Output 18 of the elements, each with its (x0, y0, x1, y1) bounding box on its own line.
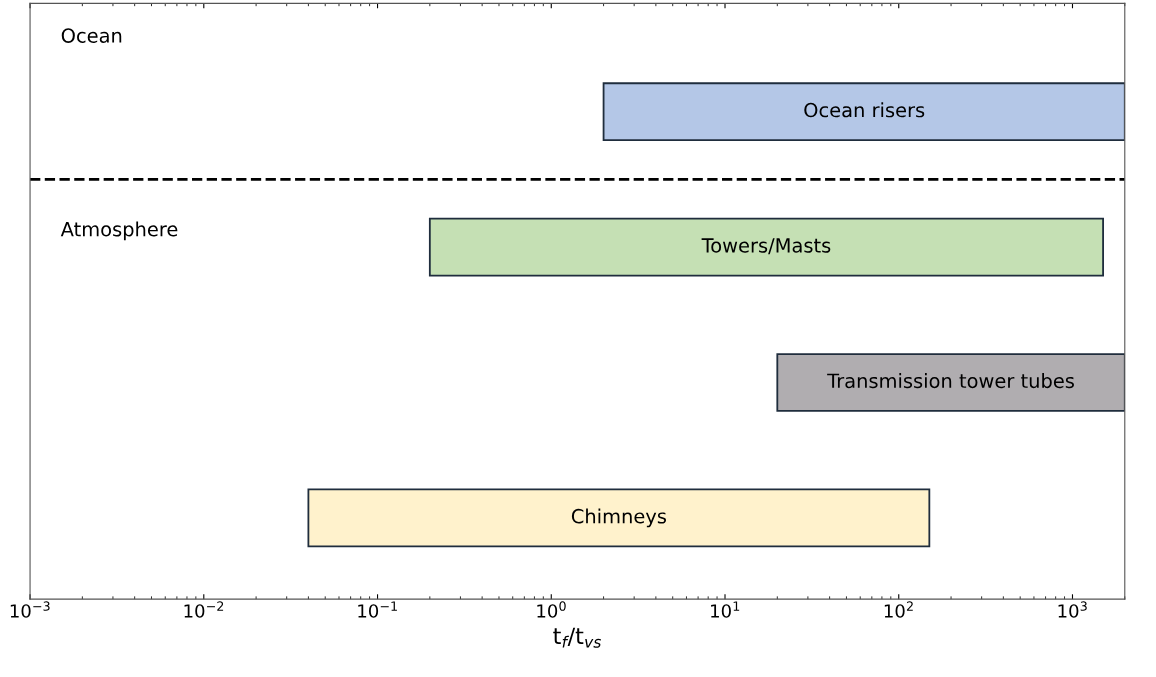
annotation: Atmosphere (60, 221, 178, 241)
y-tick-label: Transmission tower tubes (827, 373, 1074, 389)
y-tick-label: Ocean risers (804, 102, 925, 118)
x-tick-label: 10$^{−3}$ (10, 601, 50, 618)
bar (307, 488, 931, 548)
bar (602, 82, 1125, 142)
annotation: Ocean (61, 28, 122, 43)
x-tick-label: 10$^{0}$ (537, 601, 566, 618)
x-tick-label: 10$^{3}$ (1058, 601, 1087, 618)
x-tick-label: 10$^{−2}$ (184, 601, 224, 618)
bar (776, 353, 1125, 412)
y-tick-label: Chimneys (571, 508, 666, 528)
x-tick-label: 10$^{−1}$ (358, 601, 397, 618)
x-axis-title: t$_{f}$/t$_{vs}$ (553, 627, 602, 648)
y-tick-label: Towers/Masts (701, 238, 831, 255)
bar (428, 217, 1104, 277)
x-tick-label: 10$^{2}$ (884, 601, 913, 618)
x-tick-label: 10$^{1}$ (711, 601, 740, 618)
